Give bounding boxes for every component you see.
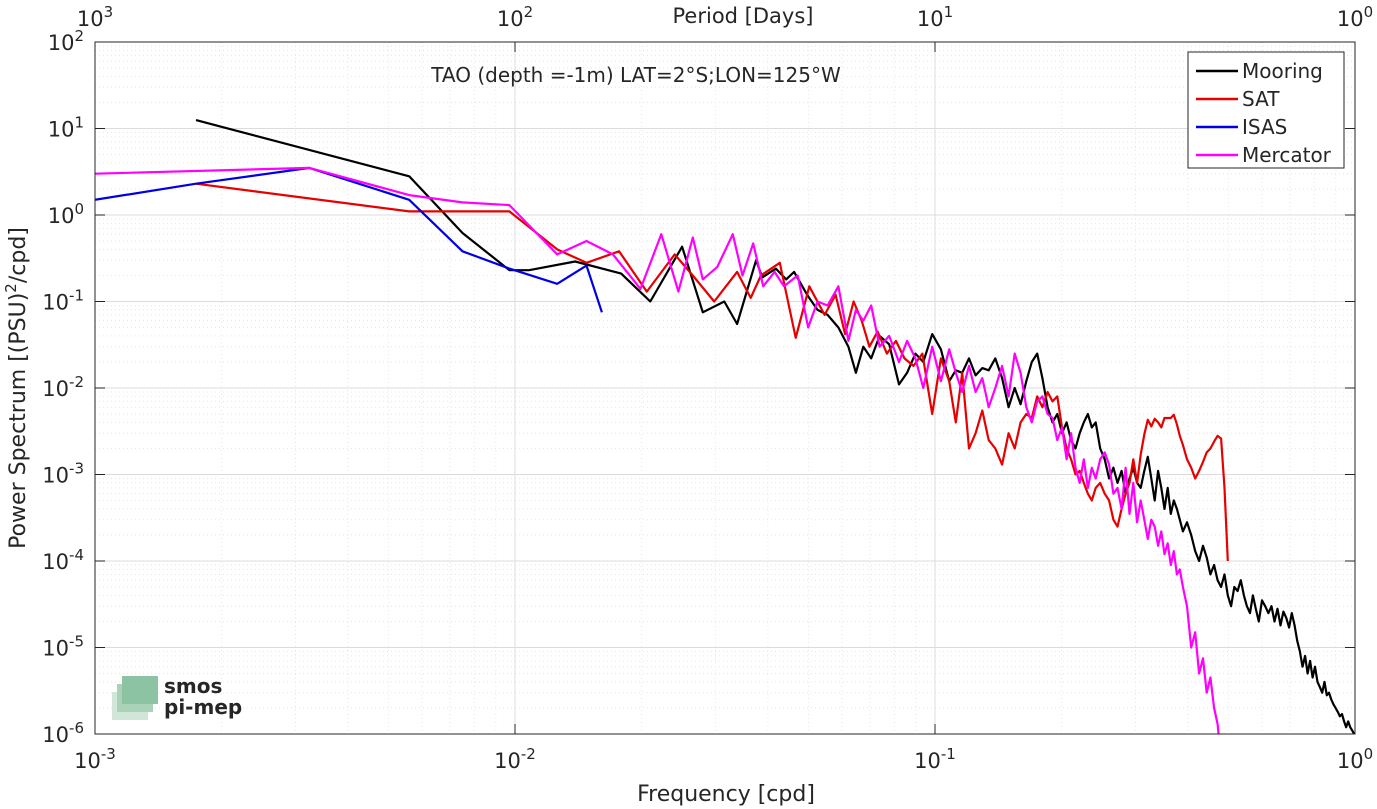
top-tick-label-base: 10 [917, 7, 944, 31]
series-line-mooring [195, 119, 1355, 734]
y-tick-label-exp: -1 [69, 287, 84, 305]
y-tick-label-base: 10 [42, 723, 69, 747]
x-tick-label-exp: -1 [941, 745, 956, 763]
y-tick-label-base: 10 [42, 637, 69, 661]
top-tick-label-exp: 3 [104, 3, 114, 21]
top-tick-label-exp: 0 [1364, 3, 1374, 21]
series-line-sat [195, 182, 1229, 562]
y-tick-label-exp: 1 [74, 114, 84, 132]
legend-label-mooring: Mooring [1242, 59, 1323, 83]
y-tick-label: 101 [48, 114, 84, 142]
y-tick-label: 102 [48, 27, 84, 55]
top-tick-label-base: 10 [77, 7, 104, 31]
tick-marks [94, 41, 1356, 735]
x-tick-label-exp: -2 [521, 745, 536, 763]
y-tick-label-exp: 0 [74, 200, 84, 218]
y-tick-label-base: 10 [42, 464, 69, 488]
top-tick-label-base: 10 [1337, 7, 1364, 31]
y-tick-label: 10-6 [42, 719, 84, 747]
y-tick-label-exp: -2 [69, 373, 84, 391]
y-tick-label-base: 10 [48, 204, 75, 228]
y-tick-label: 10-1 [42, 287, 84, 315]
y-tick-label-exp: -4 [69, 546, 84, 564]
y-axis-label-exp: 2 [2, 283, 20, 293]
y-tick-label: 10-3 [42, 460, 84, 488]
y-tick-label-exp: -6 [69, 719, 84, 737]
y-tick-label-base: 10 [48, 31, 75, 55]
x-tick-label-base: 10 [1337, 749, 1364, 773]
top-tick-label: 100 [1337, 3, 1373, 31]
x-tick-label-base: 10 [74, 749, 101, 773]
top-tick-label-base: 10 [497, 7, 524, 31]
y-tick-label-exp: -5 [69, 633, 84, 651]
x-tick-label: 100 [1337, 745, 1373, 773]
y-axis-label: Power Spectrum [(PSU)2/cpd] [2, 227, 31, 549]
top-tick-label: 101 [917, 3, 953, 31]
top-tick-label-exp: 2 [524, 3, 534, 21]
legend-label-mercator: Mercator [1242, 143, 1332, 167]
legend-label-sat: SAT [1242, 87, 1280, 111]
x-tick-label-exp: -3 [101, 745, 116, 763]
y-tick-label-exp: -3 [69, 460, 84, 478]
series-line-mercator [95, 166, 1220, 734]
x-axis-label: Frequency [cpd] [637, 782, 815, 807]
y-tick-label: 10-2 [42, 373, 84, 401]
x-tick-label-base: 10 [914, 749, 941, 773]
y-tick-label: 10-4 [42, 546, 84, 574]
y-tick-label: 100 [48, 200, 84, 228]
y-tick-label-base: 10 [48, 118, 75, 142]
smos-pimep-logo: smos pi-mep [112, 674, 242, 720]
y-tick-label-base: 10 [42, 550, 69, 574]
legend: Mooring SAT ISAS Mercator [1187, 51, 1345, 169]
x-tick-label: 10-3 [74, 745, 116, 773]
top-tick-label: 102 [497, 3, 533, 31]
x-tick-label-exp: 0 [1364, 745, 1374, 763]
tick-labels: 10-3 10-2 10-1 10010210110010-110-210-310-4… [42, 3, 1373, 773]
top-tick-label-exp: 1 [944, 3, 954, 21]
series-line-isas [95, 166, 603, 313]
y-tick-label-base: 10 [42, 291, 69, 315]
x-tick-label: 10-2 [494, 745, 536, 773]
y-tick-label-exp: 2 [74, 27, 84, 45]
logo-line1: smos [164, 674, 222, 698]
logo-line2: pi-mep [164, 695, 242, 719]
y-axis-label-main: Power Spectrum [(PSU) [6, 293, 31, 549]
chart-title: TAO (depth =-1m) LAT=2°S;LON=125°W [430, 63, 841, 87]
legend-box [1187, 51, 1345, 169]
x-tick-label-base: 10 [494, 749, 521, 773]
legend-label-isas: ISAS [1242, 115, 1287, 139]
y-axis-label-tail: /cpd] [6, 227, 31, 283]
series-layer [95, 119, 1355, 734]
y-tick-label-base: 10 [42, 377, 69, 401]
x-tick-label: 10-1 [914, 745, 956, 773]
y-tick-label: 10-5 [42, 633, 84, 661]
grid-major [94, 41, 1356, 735]
top-axis-label: Period [Days] [673, 4, 814, 28]
top-tick-label: 103 [77, 3, 113, 31]
